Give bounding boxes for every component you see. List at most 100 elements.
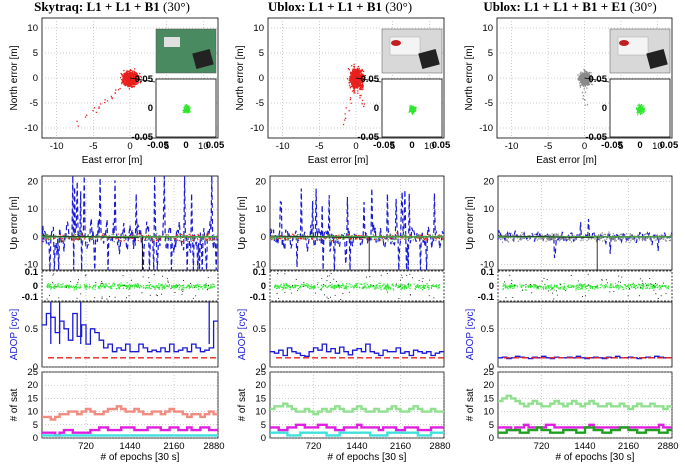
scatter-point — [355, 82, 358, 84]
residual-point — [47, 286, 49, 289]
x-tick-label: -10 — [276, 141, 290, 152]
y-tick-label: 10 — [483, 204, 494, 215]
up-fixed-point — [354, 234, 356, 237]
up-fixed-point — [568, 238, 570, 240]
up-fixed-point — [602, 234, 604, 236]
residual-point — [365, 287, 367, 289]
scatter-point — [361, 87, 363, 89]
y-tick-label: 10 — [255, 407, 266, 418]
inset-point — [183, 108, 185, 110]
scatter-point — [582, 98, 584, 100]
residual-point — [70, 286, 72, 288]
scatter-point — [131, 82, 133, 85]
scatter-point — [359, 94, 361, 97]
scatter-point — [353, 80, 356, 82]
scatter-point — [127, 84, 130, 86]
residual-outlier — [398, 297, 400, 299]
up-fixed-point — [96, 234, 98, 237]
up-fixed-point — [436, 237, 438, 239]
scatter-point — [127, 83, 129, 85]
up-fixed-point — [560, 235, 562, 237]
up-fixed-point — [60, 239, 62, 241]
scatter-point — [359, 69, 361, 72]
up-fixed-point — [201, 240, 203, 242]
up-fixed-point — [562, 237, 564, 240]
residual-outlier — [406, 274, 408, 276]
residual-point — [203, 287, 205, 289]
residual-point — [304, 285, 307, 287]
inset-leader — [355, 77, 382, 83]
scatter-point — [355, 70, 357, 73]
residual-outlier — [94, 297, 96, 299]
up-fixed-point — [208, 237, 210, 239]
scatter-point — [76, 120, 78, 122]
residual-point — [196, 284, 198, 286]
residual-point — [384, 285, 387, 287]
up-fixed-point — [356, 235, 358, 237]
up-fixed-point — [79, 233, 81, 235]
residual-point — [380, 287, 382, 289]
residual-point — [61, 284, 63, 286]
up-fixed-point — [433, 238, 435, 240]
residual-point — [344, 287, 346, 289]
up-fixed-point — [171, 239, 173, 241]
scatter-point — [583, 78, 586, 81]
up-fixed-point — [101, 237, 103, 239]
scatter-point — [355, 71, 357, 74]
x-tick-label: 2880 — [203, 441, 224, 452]
scatter-point — [579, 84, 582, 87]
up-fixed-point — [511, 239, 514, 241]
scatter-point — [359, 88, 362, 91]
residual-point — [135, 285, 138, 287]
residual-outlier — [149, 294, 151, 296]
up-float-line — [497, 218, 673, 259]
inset-point — [183, 111, 185, 113]
scatter-point — [583, 76, 585, 78]
scatter-point — [352, 82, 354, 84]
residual-point — [413, 283, 415, 285]
up-fixed-point — [279, 237, 281, 239]
residual-point — [277, 285, 280, 287]
up-fixed-point — [594, 238, 596, 240]
scatter-point — [344, 113, 346, 115]
residual-outlier — [153, 274, 155, 276]
scatter-point — [127, 76, 129, 78]
scatter-point — [582, 72, 584, 74]
up-fixed-point — [638, 234, 640, 236]
inset-point — [187, 106, 189, 108]
up-fixed-point — [401, 237, 403, 239]
up-fixed-point — [290, 235, 292, 237]
scatter-point — [590, 75, 592, 77]
scatter-point — [134, 68, 136, 70]
scatter-point — [358, 70, 360, 72]
scatter-point — [130, 76, 132, 79]
inset-point — [637, 111, 639, 113]
residual-point — [176, 286, 178, 288]
y-axis-label: ADOP [cyc] — [9, 309, 20, 361]
residual-point — [131, 284, 133, 286]
scatter-point — [130, 84, 133, 86]
residual-point — [384, 285, 387, 288]
residual-point — [376, 287, 379, 289]
scatter-point — [360, 70, 362, 72]
residual-point — [158, 283, 160, 285]
up-fixed-point — [343, 238, 345, 240]
up-fixed-point — [624, 238, 627, 240]
scatter-point — [351, 82, 353, 85]
residual-point — [329, 284, 331, 286]
scatter-point — [361, 88, 363, 91]
scatter-point — [349, 75, 351, 78]
up-fixed-point — [653, 237, 655, 239]
residual-point — [134, 284, 136, 286]
scatter-point — [131, 81, 133, 83]
up-fixed-point — [519, 238, 521, 241]
residual-point — [424, 287, 426, 290]
scatter-point — [355, 73, 358, 75]
residual-outlier — [326, 296, 328, 298]
photo-logo — [619, 40, 629, 46]
up-fixed-point — [565, 238, 567, 240]
scatter-point — [124, 84, 127, 87]
residual-outlier — [128, 295, 130, 297]
up-fixed-point — [641, 237, 643, 239]
residual-outlier — [369, 276, 371, 278]
